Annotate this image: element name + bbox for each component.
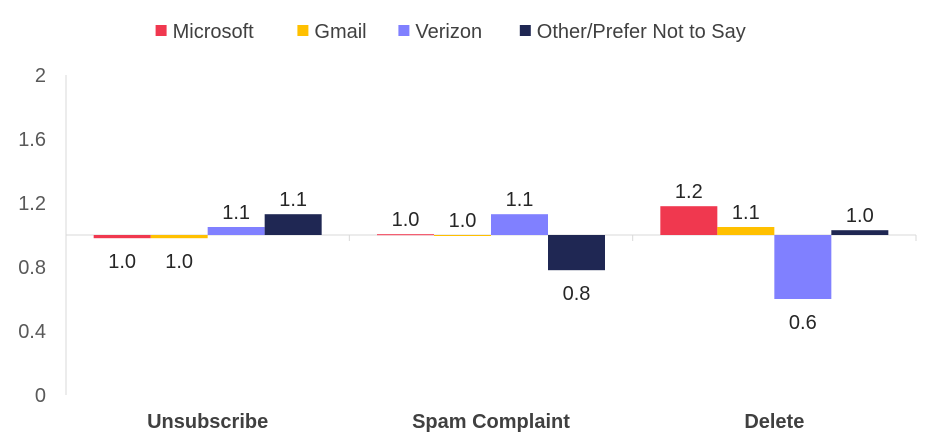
legend-label: Verizon	[415, 21, 482, 43]
y-tick-label: 0	[35, 385, 46, 407]
data-label: 1.0	[165, 251, 193, 273]
data-label: 1.1	[279, 189, 307, 211]
data-label: 1.1	[222, 202, 250, 224]
y-tick-label: 2	[35, 65, 46, 87]
bar-verizon	[207, 227, 265, 235]
legend-label: Gmail	[314, 21, 366, 43]
y-tick-label: 0.8	[18, 257, 46, 279]
bar-microsoft	[377, 234, 434, 236]
data-label: 1.0	[108, 251, 136, 273]
bar-verizon	[774, 235, 832, 299]
data-label: 0.8	[563, 283, 591, 305]
bar-other-prefer-not-to-say	[548, 235, 605, 271]
legend-swatch	[519, 25, 531, 36]
data-label: 1.0	[846, 205, 874, 227]
bar-gmail	[717, 227, 775, 235]
legend-label: Microsoft	[173, 21, 255, 43]
bar-gmail	[150, 235, 208, 239]
legend-swatch	[297, 25, 309, 36]
bar-other-prefer-not-to-say	[264, 214, 322, 235]
y-tick-label: 1.6	[18, 129, 46, 151]
legend-swatch	[398, 25, 410, 36]
data-label: 1.1	[506, 189, 534, 211]
y-tick-label: 1.2	[18, 193, 46, 215]
data-label: 0.6	[789, 312, 817, 334]
bar-gmail	[434, 235, 491, 236]
y-tick-label: 0.4	[18, 321, 46, 343]
category-label: Spam Complaint	[412, 411, 570, 433]
bar-microsoft	[93, 235, 151, 239]
data-label: 1.2	[675, 181, 703, 203]
legend-swatch	[155, 25, 167, 36]
data-label: 1.1	[732, 202, 760, 224]
bar-other-prefer-not-to-say	[831, 230, 889, 235]
bar-microsoft	[660, 206, 718, 235]
legend-label: Other/Prefer Not to Say	[537, 21, 746, 43]
bar-verizon	[491, 214, 548, 235]
data-label: 1.0	[392, 209, 420, 231]
category-label: Unsubscribe	[147, 411, 268, 433]
category-label: Delete	[744, 411, 804, 433]
data-label: 1.0	[449, 210, 477, 232]
